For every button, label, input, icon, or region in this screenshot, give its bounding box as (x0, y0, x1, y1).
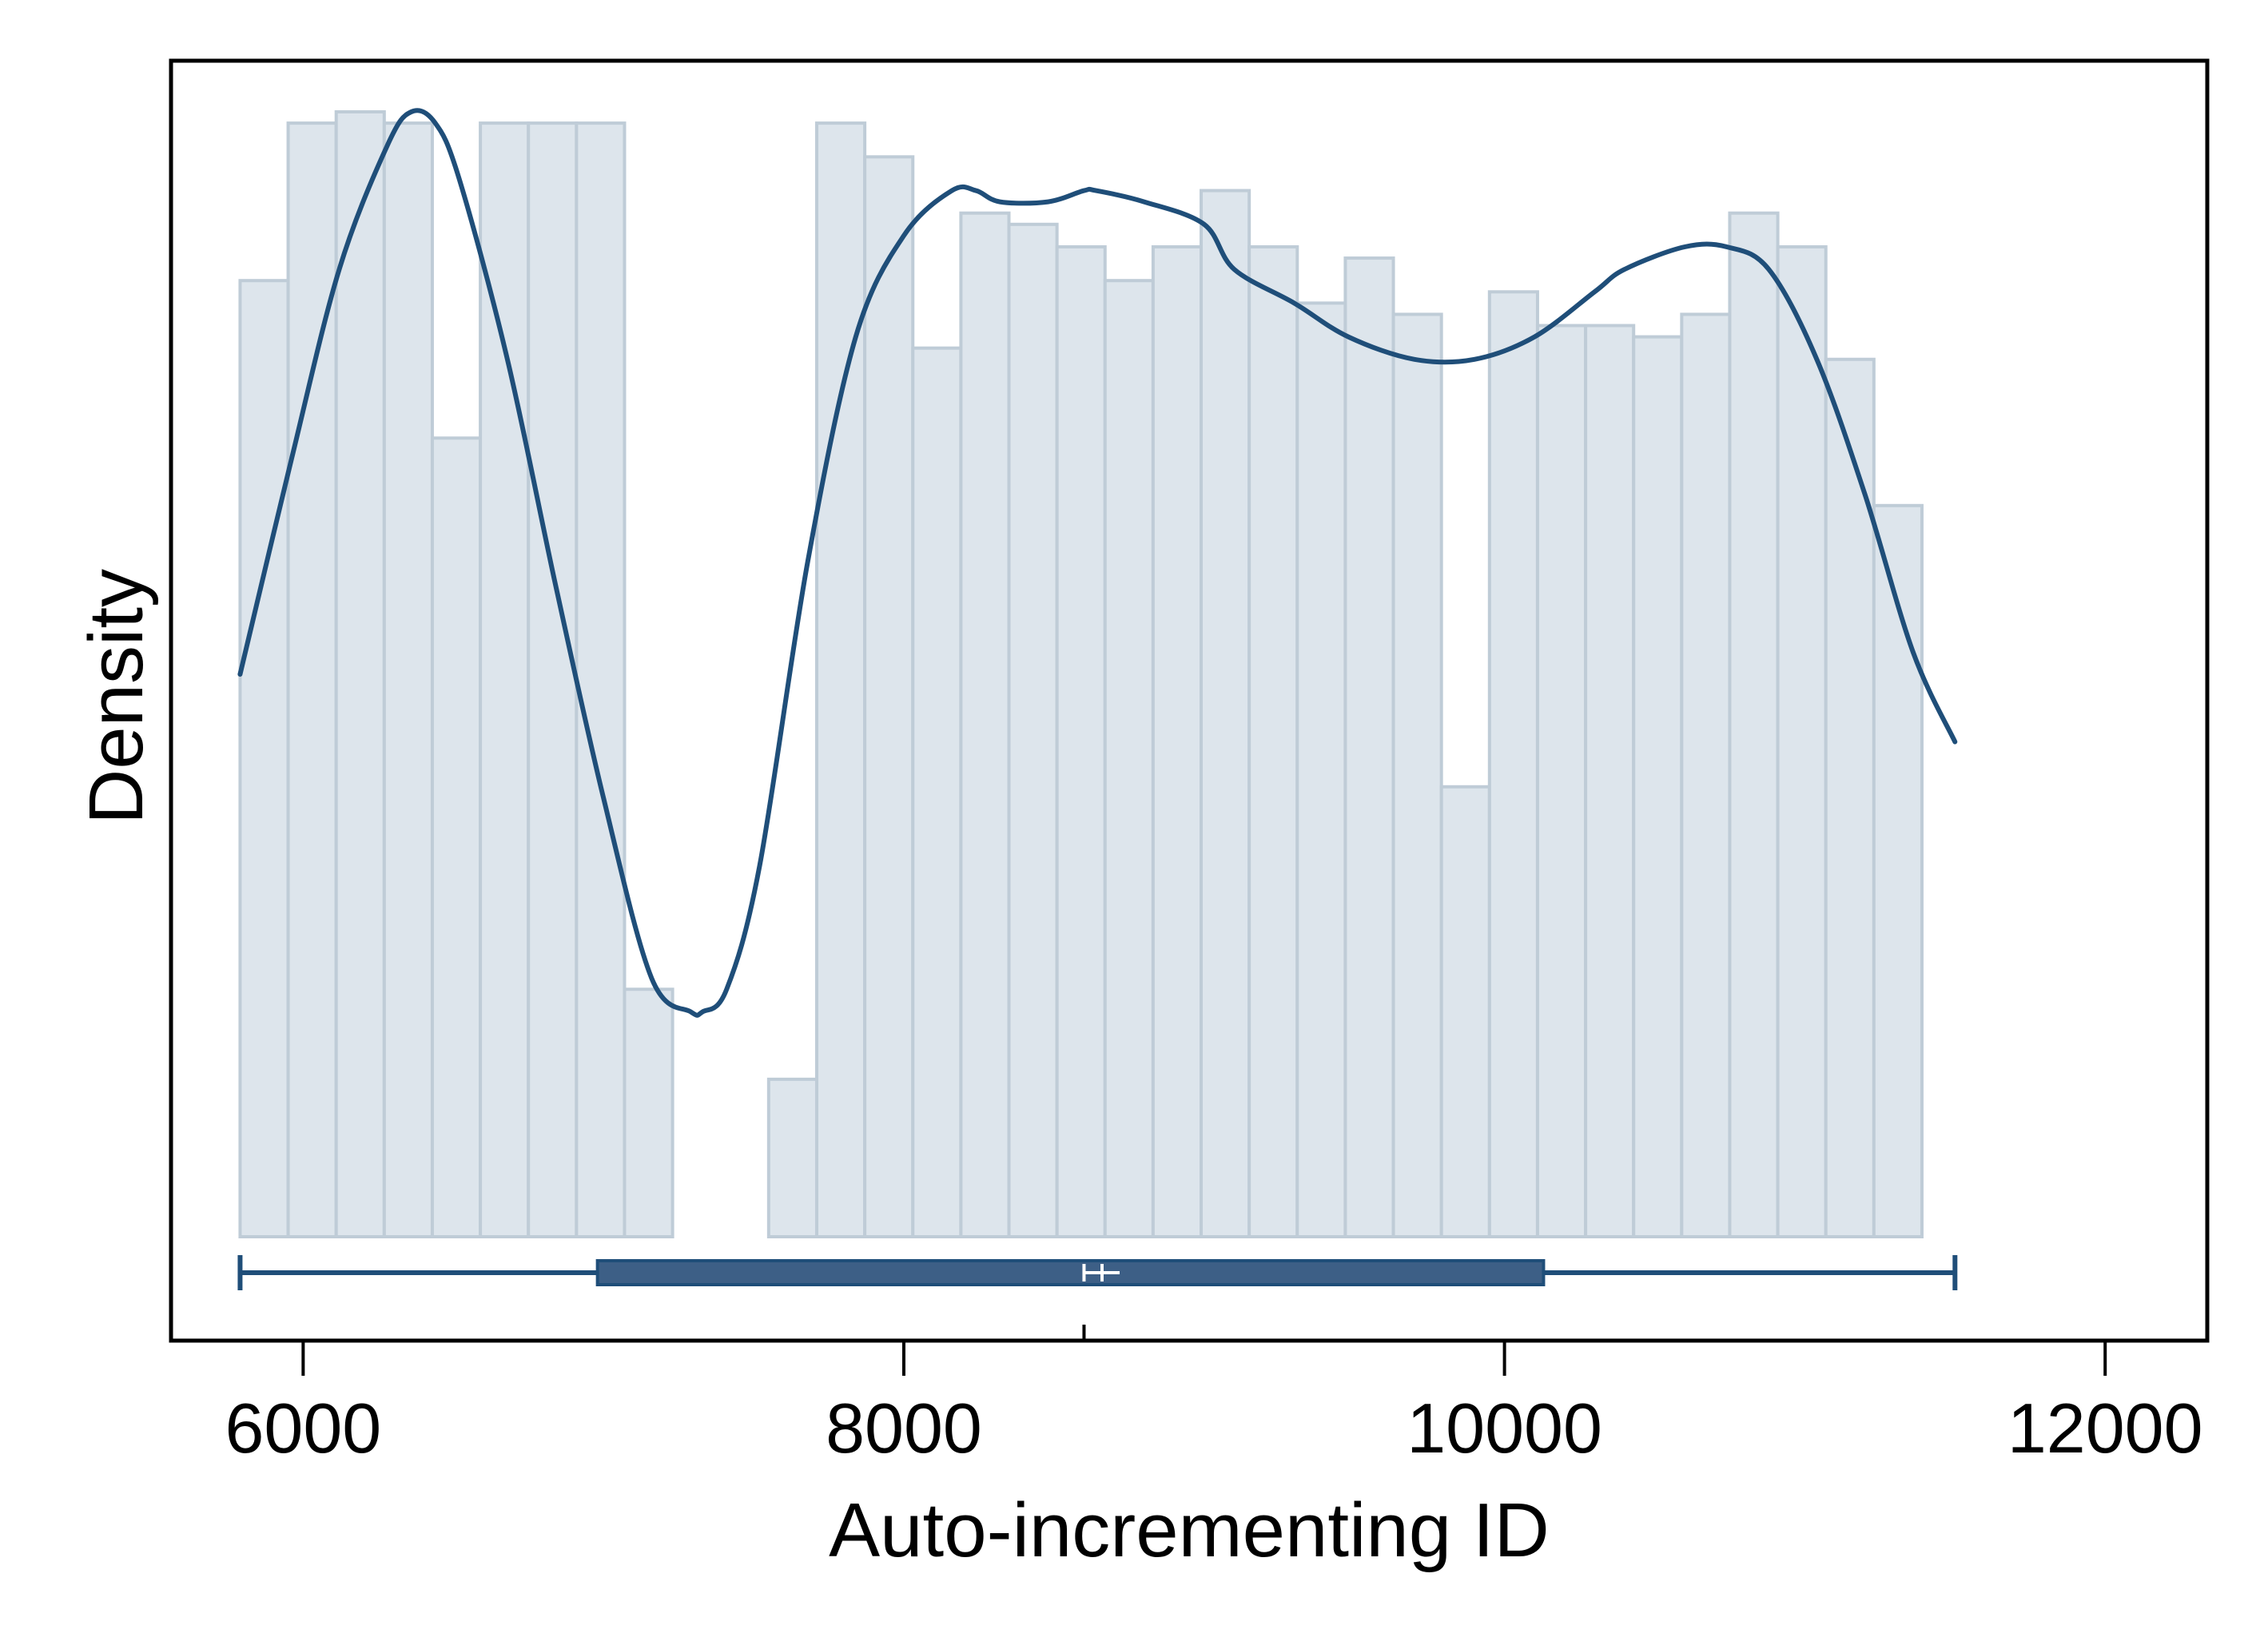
histogram-bar (1103, 279, 1155, 1239)
histogram-bar (1824, 357, 1876, 1238)
histogram-bar (1151, 244, 1204, 1239)
x-tick-label: 12000 (2007, 1389, 2203, 1468)
box-plot (237, 1255, 1958, 1341)
histogram-bar (1343, 256, 1395, 1238)
histogram-bar (430, 436, 483, 1238)
histogram-bar (1632, 335, 1684, 1239)
histogram-bar (1295, 301, 1347, 1238)
histogram-bar (1872, 503, 1924, 1238)
plot-frame (169, 58, 2210, 1343)
x-tick-label: 6000 (225, 1389, 381, 1468)
histogram-bar (623, 987, 674, 1238)
x-tick-label: 8000 (826, 1389, 982, 1468)
y-axis-label: Density (74, 569, 159, 824)
histogram-bar (1728, 211, 1780, 1239)
histogram-bar (959, 211, 1011, 1239)
histogram-bar (1487, 290, 1539, 1238)
histogram-bar (863, 155, 915, 1239)
histogram-bar (911, 346, 963, 1238)
histogram-bar (238, 279, 290, 1239)
histogram-bar (1535, 324, 1588, 1238)
histogram-bar (334, 110, 386, 1238)
histogram-bar (527, 121, 579, 1239)
density-curve (237, 108, 1958, 1018)
histogram-bar (1680, 312, 1732, 1239)
x-tick-label: 10000 (1407, 1389, 1602, 1468)
histogram-bar (814, 121, 867, 1239)
box-iqr (595, 1259, 1546, 1286)
x-axis-label: Auto-incrementing ID (829, 1488, 1550, 1573)
histogram-bar (1776, 244, 1828, 1239)
x-axis-ticks: 6000 8000 10000 12000 (225, 1341, 2203, 1468)
histogram-bar (1247, 244, 1299, 1239)
histogram-bar (1007, 222, 1059, 1238)
histogram-bar (1584, 324, 1636, 1238)
histogram-bar (766, 1077, 818, 1238)
histogram-bar (1439, 785, 1491, 1238)
histogram-bar (382, 121, 434, 1239)
histogram-bar (1055, 244, 1107, 1239)
histogram-bar (286, 121, 338, 1239)
histogram-bar (575, 121, 627, 1239)
histogram-bars (238, 110, 1924, 1239)
histogram-bar (1391, 312, 1443, 1239)
histogram-bar (479, 121, 531, 1239)
histogram-bar (1200, 189, 1251, 1238)
